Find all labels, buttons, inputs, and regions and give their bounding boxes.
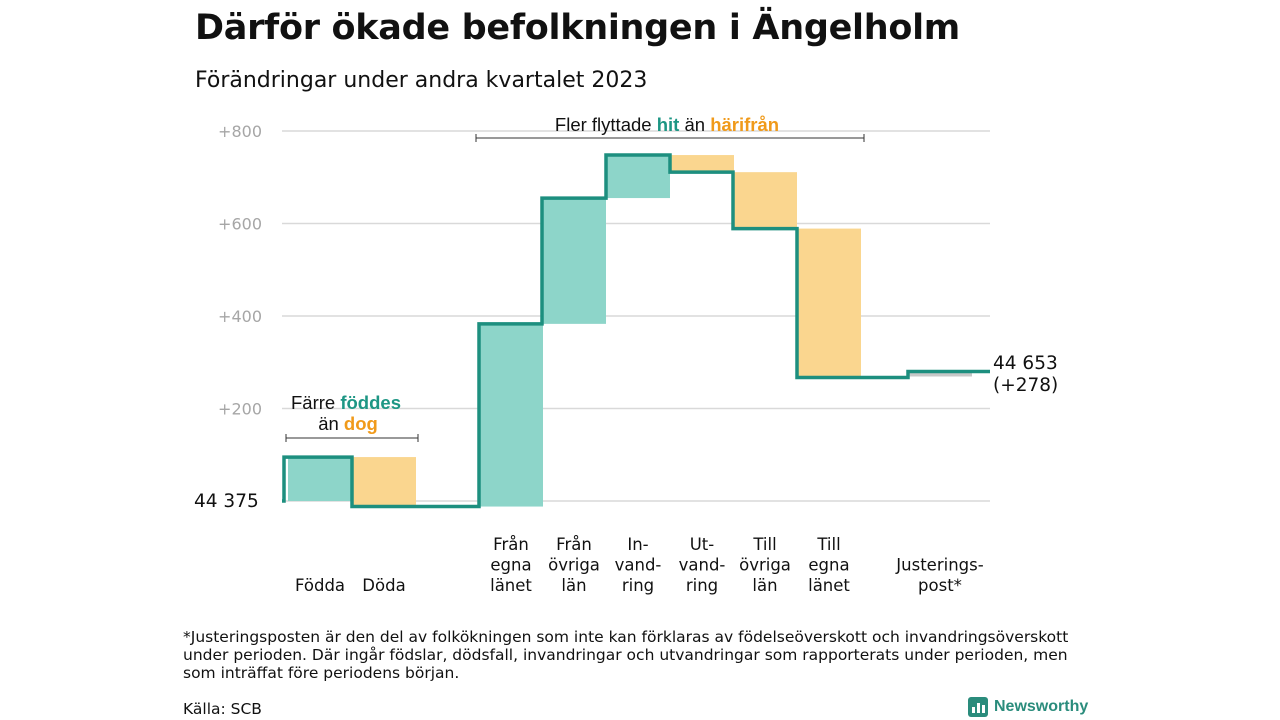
waterfall-bar	[606, 155, 670, 199]
waterfall-bar	[908, 372, 972, 377]
annotation-migration: Fler flyttade hit än härifrån	[555, 114, 779, 135]
y-tick-label: +600	[218, 215, 262, 234]
waterfall-chart: +800 +600 +400 +200 Födda Döda Från egna länet Fr…	[194, 114, 1058, 596]
y-tick-label: +800	[218, 122, 262, 141]
brand-name: Newsworthy	[994, 698, 1089, 715]
waterfall-bar	[797, 228, 861, 378]
x-category-label: Döda	[362, 576, 405, 595]
newsworthy-logo-icon	[968, 697, 988, 717]
x-category-label: Justerings-post*	[895, 556, 983, 596]
end-value-label: 44 653	[993, 353, 1058, 374]
x-category-label: Födda	[295, 576, 345, 595]
y-tick-label: +400	[218, 307, 262, 326]
chart-title: Därför ökade befolkningen i Ängelholm	[195, 8, 960, 48]
annotation-births-line1: Färre föddes	[291, 392, 401, 413]
waterfall-bar	[542, 198, 606, 324]
source-label: Källa: SCB	[183, 700, 262, 718]
waterfall-bar	[352, 457, 416, 507]
x-category-label: Från egna länet	[490, 535, 532, 595]
x-category-label: Ut-vand-ring	[679, 535, 726, 595]
waterfall-bar	[670, 155, 734, 173]
annotation-births-line2: än dog	[318, 413, 378, 434]
cumulative-line	[282, 153, 990, 509]
end-change-label: (+278)	[993, 375, 1058, 396]
waterfall-bar	[733, 172, 797, 229]
waterfall-bar	[479, 323, 543, 507]
y-tick-label: +200	[218, 400, 262, 419]
chart-subtitle: Förändringar under andra kvartalet 2023	[195, 68, 648, 93]
start-value-label: 44 375	[194, 491, 259, 512]
annotation-births-bracket	[285, 434, 419, 442]
x-category-label: Till övriga län	[739, 535, 791, 595]
waterfall-bar	[288, 457, 352, 501]
footnote: *Justeringsposten är den del av folkökni…	[183, 628, 1069, 682]
annotation-migration-bracket	[475, 134, 865, 142]
x-category-label: In-vand-ring	[615, 535, 662, 595]
x-category-label: Till egna länet	[808, 535, 850, 595]
x-category-label: Från övriga län	[548, 535, 600, 595]
brand-logo: Newsworthy	[968, 697, 1088, 717]
